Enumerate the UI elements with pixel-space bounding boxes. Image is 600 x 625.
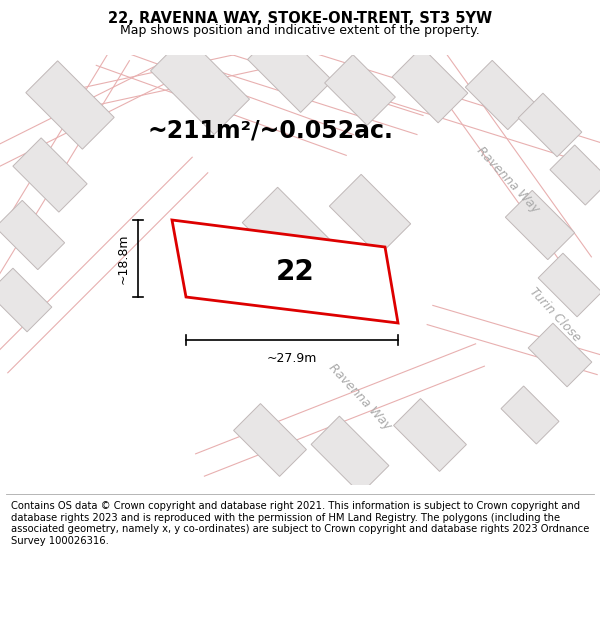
Text: ~18.8m: ~18.8m <box>117 233 130 284</box>
Polygon shape <box>151 36 250 134</box>
Text: 22, RAVENNA WAY, STOKE-ON-TRENT, ST3 5YW: 22, RAVENNA WAY, STOKE-ON-TRENT, ST3 5YW <box>108 11 492 26</box>
Polygon shape <box>13 138 87 212</box>
Polygon shape <box>329 174 410 256</box>
Text: Contains OS data © Crown copyright and database right 2021. This information is : Contains OS data © Crown copyright and d… <box>11 501 589 546</box>
Text: Ravenna Way: Ravenna Way <box>474 144 542 216</box>
Polygon shape <box>505 191 575 259</box>
Polygon shape <box>242 188 338 282</box>
Text: ~211m²/~0.052ac.: ~211m²/~0.052ac. <box>147 118 393 142</box>
Polygon shape <box>550 145 600 205</box>
Polygon shape <box>528 323 592 387</box>
Polygon shape <box>392 47 468 123</box>
Polygon shape <box>0 201 65 269</box>
Polygon shape <box>233 404 307 476</box>
Text: Turin Close: Turin Close <box>527 286 583 344</box>
Polygon shape <box>26 61 114 149</box>
Text: 22: 22 <box>276 258 314 286</box>
Polygon shape <box>172 220 398 323</box>
Polygon shape <box>325 54 395 126</box>
Polygon shape <box>311 416 389 494</box>
Polygon shape <box>466 61 535 129</box>
Polygon shape <box>501 386 559 444</box>
Polygon shape <box>518 93 582 157</box>
Text: Map shows position and indicative extent of the property.: Map shows position and indicative extent… <box>120 24 480 37</box>
Text: Ravenna Way: Ravenna Way <box>326 361 394 432</box>
Polygon shape <box>394 399 466 471</box>
Polygon shape <box>538 253 600 317</box>
Text: ~27.9m: ~27.9m <box>267 352 317 365</box>
Polygon shape <box>248 28 332 112</box>
Polygon shape <box>0 268 52 332</box>
